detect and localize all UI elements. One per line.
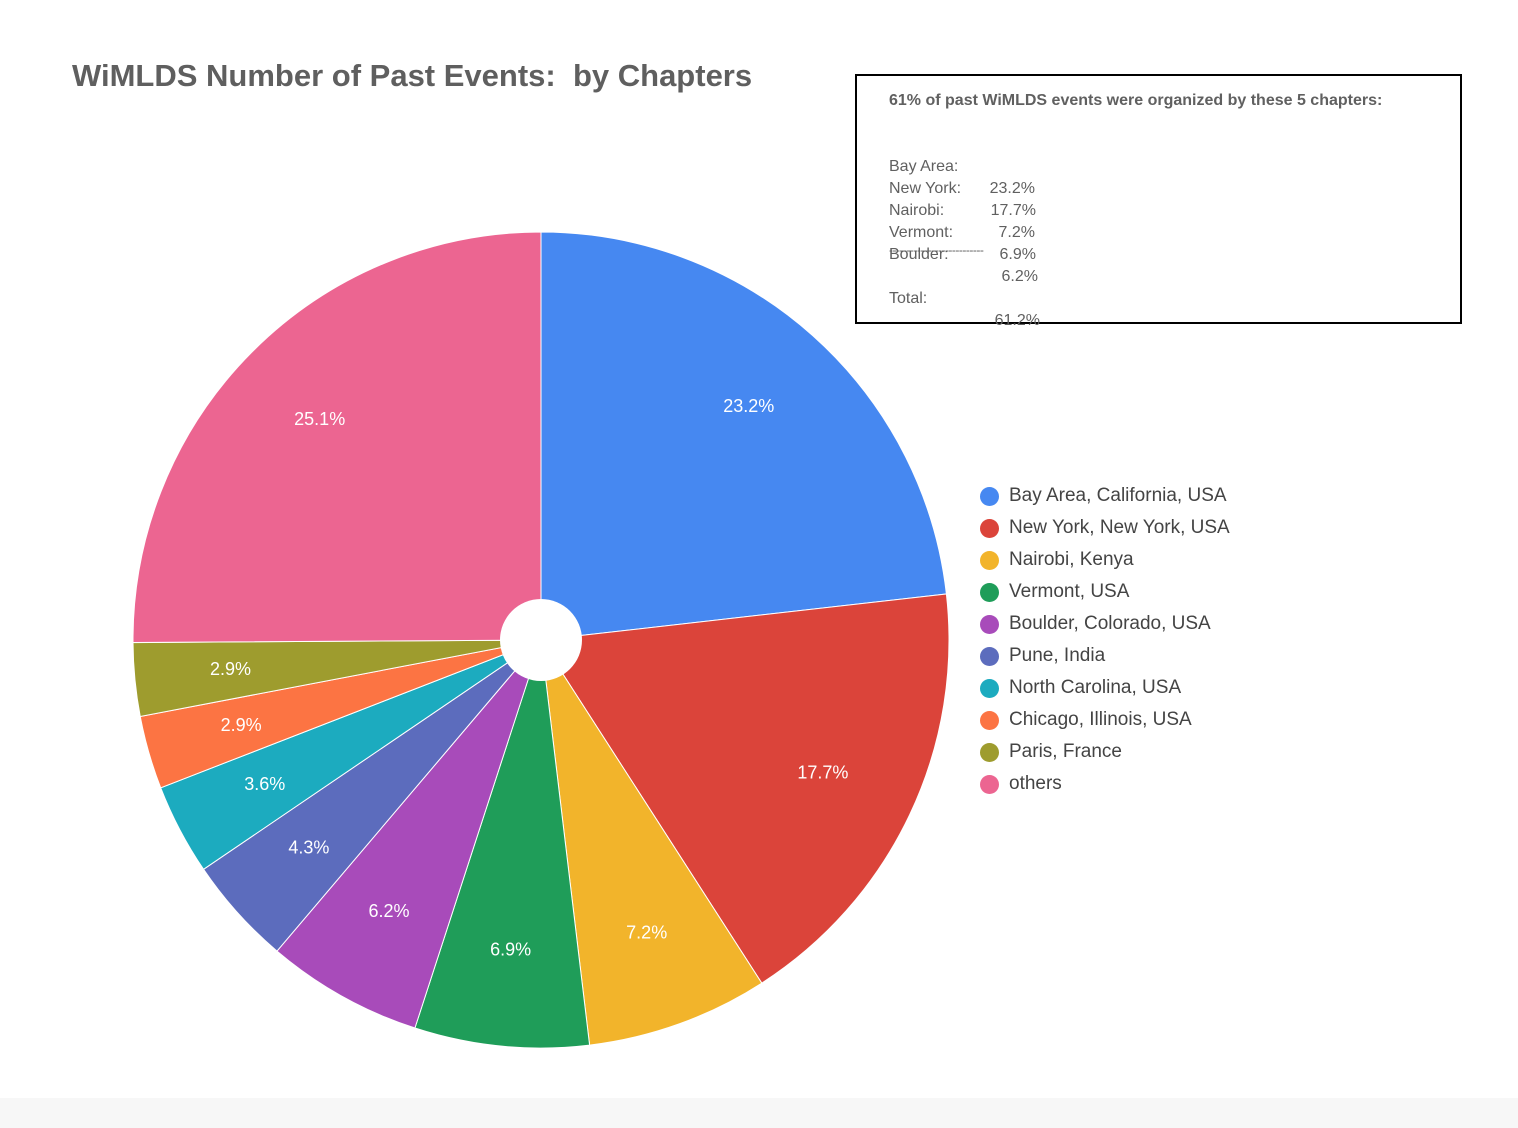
legend-swatch <box>980 583 999 602</box>
annotation-row: Bay Area: 23.2% <box>889 134 907 156</box>
annotation-total-label: Total: <box>889 288 927 310</box>
slice-data-label: 6.2% <box>368 901 409 921</box>
legend-label: Paris, France <box>1009 741 1122 763</box>
pie-center-hole <box>500 599 582 681</box>
annotation-total-row: Total: 61.2% <box>889 266 907 288</box>
legend-item: Paris, France <box>980 736 1122 768</box>
annotation-headline: 61% of past WiMLDS events were organized… <box>889 92 1382 110</box>
legend-item: Boulder, Colorado, USA <box>980 608 1211 640</box>
legend-label: Chicago, Illinois, USA <box>1009 709 1192 731</box>
legend-swatch <box>980 679 999 698</box>
annotation-divider: --------------------------- <box>889 244 983 256</box>
legend-item: Bay Area, California, USA <box>980 480 1227 512</box>
legend-item: New York, New York, USA <box>980 512 1230 544</box>
annotation-row: Vermont: 6.9% <box>889 200 907 222</box>
legend-label: Nairobi, Kenya <box>1009 549 1134 571</box>
legend-label: Vermont, USA <box>1009 581 1129 603</box>
legend-item: North Carolina, USA <box>980 672 1181 704</box>
legend-label: Boulder, Colorado, USA <box>1009 613 1211 635</box>
slice-data-label: 3.6% <box>244 774 285 794</box>
annotation-row-value: 6.2% <box>889 266 1038 288</box>
legend-swatch <box>980 615 999 634</box>
legend-item: Vermont, USA <box>980 576 1129 608</box>
slice-data-label: 25.1% <box>294 409 345 429</box>
slice-data-label: 7.2% <box>626 922 667 942</box>
slice-data-label: 4.3% <box>288 837 329 857</box>
legend-swatch <box>980 775 999 794</box>
legend-label: North Carolina, USA <box>1009 677 1181 699</box>
annotation-row: Boulder: 6.2% <box>889 222 907 244</box>
legend-swatch <box>980 519 999 538</box>
legend-item: Nairobi, Kenya <box>980 544 1134 576</box>
legend-swatch <box>980 487 999 506</box>
legend-label: others <box>1009 773 1062 795</box>
slice-data-label: 17.7% <box>797 762 848 782</box>
annotation-box: 61% of past WiMLDS events were organized… <box>855 74 1462 324</box>
legend-swatch <box>980 743 999 762</box>
legend-swatch <box>980 647 999 666</box>
annotation-row: Nairobi: 7.2% <box>889 178 907 200</box>
legend-label: Pune, India <box>1009 645 1105 667</box>
legend-label: Bay Area, California, USA <box>1009 485 1227 507</box>
slice-data-label: 6.9% <box>490 939 531 959</box>
annotation-row: New York: 17.7% <box>889 156 907 178</box>
annotation-total-value: 61.2% <box>889 310 1040 332</box>
legend-item: Pune, India <box>980 640 1105 672</box>
legend-item: Chicago, Illinois, USA <box>980 704 1192 736</box>
legend-item: others <box>980 768 1062 800</box>
slice-data-label: 23.2% <box>723 396 774 416</box>
pie-slice <box>133 232 541 643</box>
slice-data-label: 2.9% <box>221 715 262 735</box>
slice-data-label: 2.9% <box>210 659 251 679</box>
legend-label: New York, New York, USA <box>1009 517 1230 539</box>
legend-swatch <box>980 711 999 730</box>
legend-swatch <box>980 551 999 570</box>
